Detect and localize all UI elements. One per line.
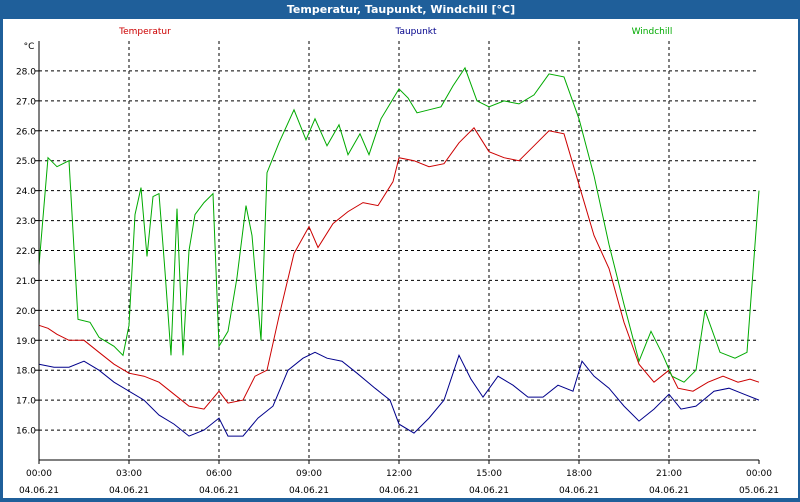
y-tick-label: 28.0 <box>16 67 36 77</box>
y-tick-label: 26.0 <box>16 127 36 137</box>
x-tick-date-label: 04.06.21 <box>379 486 419 496</box>
y-axis-label: °C <box>24 42 35 52</box>
x-tick-time-label: 03:00 <box>116 469 142 479</box>
x-tick-time-label: 21:00 <box>656 469 682 479</box>
y-tick-label: 19.0 <box>16 337 36 347</box>
legend-entry-temperatur: Temperatur <box>118 27 171 37</box>
x-tick-time-label: 15:00 <box>476 469 502 479</box>
x-tick-time-label: 00:00 <box>26 469 52 479</box>
y-tick-label: 20.0 <box>16 307 36 317</box>
y-tick-label: 16.0 <box>16 427 36 437</box>
y-tick-label: 25.0 <box>16 157 36 167</box>
x-tick-date-label: 04.06.21 <box>109 486 149 496</box>
x-tick-date-label: 04.06.21 <box>19 486 59 496</box>
y-tick-label: 27.0 <box>16 97 36 107</box>
legend-entry-taupunkt: Taupunkt <box>394 27 437 37</box>
chart-panel: 16.0 17.0 18.0 19.0 20.0 21.0 22.0 23.0 24.0 25.0… <box>3 19 798 498</box>
series-line-taupunkt <box>38 351 760 437</box>
y-tick-label: 23.0 <box>16 217 36 227</box>
x-tick-date-label: 04.06.21 <box>289 486 329 496</box>
axes: 16.0 17.0 18.0 19.0 20.0 21.0 22.0 23.0 24.0 25.0… <box>16 41 779 496</box>
legend: Temperatur Taupunkt Windchill <box>118 27 672 37</box>
series-line-temperatur <box>38 127 760 410</box>
line-chart: 16.0 17.0 18.0 19.0 20.0 21.0 22.0 23.0 24.0 25.0… <box>16 27 779 496</box>
x-tick-date-label: 04.06.21 <box>559 486 599 496</box>
window-title: Temperatur, Taupunkt, Windchill [°C] <box>1 1 800 19</box>
series-line-windchill <box>38 66 760 383</box>
x-tick-time-label: 18:00 <box>566 469 592 479</box>
grid-lines <box>39 41 759 460</box>
x-tick-date-label: 04.06.21 <box>199 486 239 496</box>
x-tick-date-label: 04.06.21 <box>649 486 689 496</box>
x-tick-time-label: 06:00 <box>206 469 232 479</box>
x-tick-time-label: 00:00 <box>746 469 772 479</box>
y-tick-label: 17.0 <box>16 397 36 407</box>
x-tick-date-label: 05.06.21 <box>739 486 779 496</box>
y-tick-label: 21.0 <box>16 277 36 287</box>
x-tick-time-label: 09:00 <box>296 469 322 479</box>
y-tick-label: 22.0 <box>16 247 36 257</box>
y-tick-label: 24.0 <box>16 187 36 197</box>
x-tick-date-label: 04.06.21 <box>469 486 509 496</box>
x-tick-time-label: 12:00 <box>386 469 412 479</box>
legend-entry-windchill: Windchill <box>632 27 673 37</box>
y-tick-label: 18.0 <box>16 367 36 377</box>
series-lines <box>38 66 760 437</box>
